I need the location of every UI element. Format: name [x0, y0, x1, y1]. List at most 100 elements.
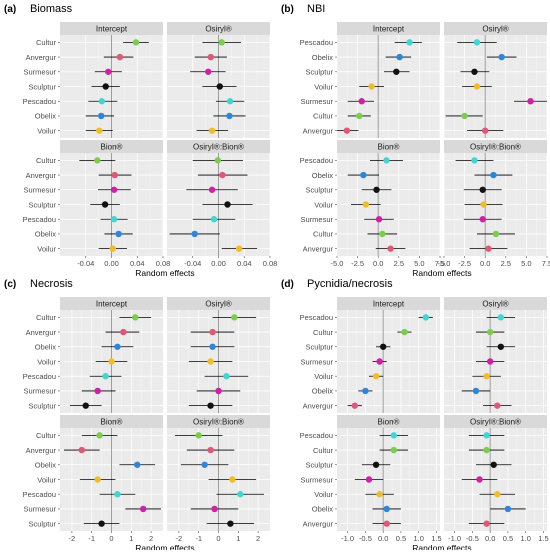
category-label: Sculptur [305, 343, 333, 352]
facet-title: OsiryI®:Bion® [193, 143, 244, 152]
data-point [207, 53, 214, 61]
facet-title: OsiryI®:Bion® [193, 418, 244, 427]
tick-label: -0.04 [77, 259, 94, 268]
data-point [98, 520, 105, 527]
facet-title: Bion® [378, 418, 400, 427]
data-point [114, 491, 121, 498]
data-point [362, 201, 370, 208]
facet-panel: Bion® Pescadou Cultur Sculptur Surmesur Voilu… [300, 415, 442, 543]
category-label: Anvergur [26, 446, 57, 455]
tick-label: 0.0 [480, 259, 490, 268]
data-point [494, 491, 501, 498]
data-point [94, 476, 101, 483]
data-point [218, 39, 225, 46]
data-point [134, 461, 141, 468]
chart-block-3: (c) Necrosis Intercept Cultur Anvergur Obelix… [4, 278, 270, 553]
data-point [210, 216, 218, 223]
data-point [483, 373, 490, 380]
category-label: Sculptur [305, 68, 333, 77]
tick-label: 0.0 [378, 534, 388, 543]
category-label: Surmesur [300, 357, 333, 366]
data-point [120, 328, 127, 336]
data-point [108, 358, 115, 365]
data-point [372, 373, 380, 380]
tick-label: 2 [256, 534, 260, 543]
category-label: Cultur [36, 38, 57, 47]
data-point [139, 505, 147, 513]
chart-label: (c) [4, 279, 16, 290]
category-label: Surmesur [23, 387, 56, 396]
category-label: Obelix [312, 505, 334, 514]
data-point [356, 112, 363, 120]
data-point [102, 373, 109, 380]
chart-label: (b) [281, 4, 294, 15]
category-label: Voilur [37, 244, 56, 253]
data-point [461, 112, 468, 120]
data-point [223, 373, 230, 380]
data-point [96, 432, 103, 439]
data-point [368, 83, 375, 90]
facet-title: Intercept [373, 300, 405, 309]
facet-panel: Intercept Pescadou Cultur Sculptur Surmesur V… [300, 297, 440, 413]
facet-title: Osiryl® [482, 25, 508, 34]
facet-strip [337, 22, 440, 35]
category-label: Cultur [36, 431, 57, 440]
data-point [387, 245, 394, 252]
tick-label: 0.0 [485, 534, 495, 543]
data-point [492, 230, 500, 238]
data-point [209, 343, 216, 350]
data-point [214, 157, 222, 164]
data-point [358, 98, 365, 105]
facet-strip [167, 415, 270, 428]
facet-strip [167, 140, 270, 153]
data-point [379, 343, 387, 350]
facet-panel: Osiryl® [444, 297, 547, 413]
chart-label: (a) [4, 4, 16, 15]
tick-label: -2.5 [458, 259, 471, 268]
data-point [207, 446, 214, 454]
data-point [471, 68, 478, 75]
data-point [208, 186, 216, 193]
data-point [486, 328, 494, 336]
tick-label: 7.5 [542, 259, 550, 268]
data-point [396, 53, 403, 61]
category-label: Sculptur [28, 401, 56, 410]
data-point [209, 328, 216, 336]
data-point [476, 476, 483, 483]
category-label: Voilur [37, 126, 56, 135]
data-point [115, 230, 122, 238]
data-point [216, 83, 223, 90]
data-point [116, 53, 124, 61]
data-point [480, 201, 487, 208]
data-point [351, 402, 358, 409]
category-label: Voilur [37, 475, 56, 484]
facet-title: Osiryl® [482, 300, 508, 309]
data-point [365, 476, 373, 483]
data-point [471, 157, 478, 164]
category-label: Pescadou [300, 38, 333, 47]
category-label: Pescadou [23, 215, 56, 224]
data-point [191, 230, 198, 238]
tick-label: -5.0 [331, 259, 344, 268]
facet-panel: OsiryI®:Bion® -2 -1 0 1 2 [167, 415, 270, 543]
facet-strip [444, 140, 547, 153]
category-label: Pescadou [23, 97, 56, 106]
data-point [373, 186, 380, 193]
data-point [482, 127, 489, 134]
category-label: Obelix [35, 461, 57, 470]
facet-title: Bion® [101, 143, 123, 152]
category-label: Surmesur [23, 68, 56, 77]
category-label: Anvergur [303, 401, 334, 410]
tick-label: 0.08 [263, 259, 278, 268]
data-point [110, 216, 118, 223]
facet-strip [444, 415, 547, 428]
facet-panel: Bion® Cultur Anvergur Surmesur Sculptur Pesca… [23, 140, 170, 268]
tick-label: -0.04 [184, 259, 201, 268]
data-point [219, 171, 226, 179]
data-point [132, 39, 140, 46]
data-point [372, 461, 380, 468]
category-label: Cultur [313, 230, 334, 239]
facet-panel: OsiryI®:Bion® -5.0 -2.5 0.0 2.5 5.0 7.5 [438, 140, 550, 268]
tick-label: 2 [149, 534, 153, 543]
